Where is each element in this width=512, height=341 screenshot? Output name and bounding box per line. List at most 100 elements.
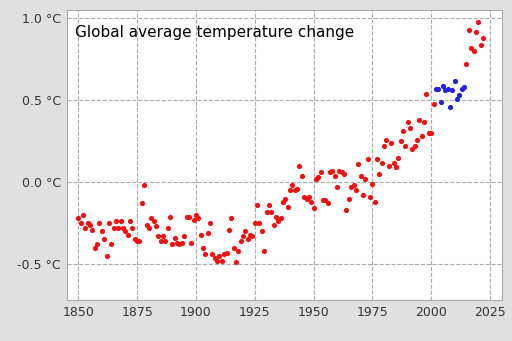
- Point: [316, 169, 325, 175]
- Point: [117, 219, 125, 224]
- Point: [399, 129, 407, 134]
- Point: [422, 91, 431, 97]
- Point: [232, 260, 240, 265]
- Point: [467, 45, 475, 50]
- Point: [222, 250, 230, 255]
- Point: [396, 138, 404, 144]
- Point: [112, 219, 120, 224]
- Point: [385, 163, 393, 168]
- Point: [79, 212, 87, 218]
- Point: [361, 176, 370, 182]
- Point: [458, 86, 466, 92]
- Point: [192, 212, 200, 218]
- Point: [359, 193, 367, 198]
- Point: [194, 216, 202, 221]
- Point: [182, 214, 190, 219]
- Point: [392, 165, 400, 170]
- Point: [86, 222, 94, 227]
- Point: [129, 225, 137, 231]
- Point: [331, 173, 339, 178]
- Point: [300, 194, 308, 199]
- Point: [418, 134, 426, 139]
- Point: [371, 199, 379, 205]
- Point: [170, 235, 179, 241]
- Point: [229, 245, 238, 250]
- Point: [297, 173, 306, 178]
- Point: [479, 35, 487, 41]
- Point: [291, 188, 299, 193]
- Point: [110, 225, 118, 231]
- Point: [347, 184, 355, 190]
- Point: [382, 137, 391, 142]
- Point: [401, 144, 410, 149]
- Text: Global average temperature change: Global average temperature change: [75, 25, 354, 40]
- Point: [446, 104, 454, 109]
- Point: [340, 171, 348, 177]
- Point: [189, 217, 198, 223]
- Point: [201, 252, 209, 257]
- Point: [154, 234, 162, 239]
- Point: [93, 242, 101, 247]
- Point: [180, 234, 188, 239]
- Point: [161, 238, 169, 244]
- Point: [455, 93, 463, 98]
- Point: [147, 216, 155, 221]
- Point: [168, 242, 177, 247]
- Point: [472, 29, 480, 34]
- Point: [140, 183, 148, 188]
- Point: [406, 125, 414, 131]
- Point: [152, 224, 160, 229]
- Point: [241, 228, 249, 234]
- Point: [166, 214, 174, 219]
- Point: [142, 222, 151, 227]
- Point: [239, 234, 247, 239]
- Point: [449, 88, 457, 93]
- Point: [394, 155, 402, 160]
- Point: [255, 220, 264, 226]
- Point: [208, 252, 217, 257]
- Point: [157, 238, 165, 244]
- Point: [288, 183, 296, 188]
- Point: [216, 253, 224, 258]
- Point: [474, 19, 482, 25]
- Point: [213, 258, 221, 264]
- Point: [321, 197, 329, 203]
- Point: [380, 144, 388, 149]
- Point: [107, 242, 115, 247]
- Point: [443, 86, 452, 92]
- Point: [225, 227, 233, 233]
- Point: [204, 230, 212, 236]
- Point: [439, 83, 447, 88]
- Point: [453, 96, 461, 101]
- Point: [343, 207, 351, 213]
- Point: [284, 204, 292, 209]
- Point: [260, 248, 268, 254]
- Point: [451, 78, 459, 83]
- Point: [83, 220, 92, 226]
- Point: [441, 88, 450, 93]
- Point: [427, 130, 435, 136]
- Point: [425, 130, 433, 136]
- Point: [274, 219, 283, 224]
- Point: [164, 225, 172, 231]
- Point: [366, 194, 374, 199]
- Point: [138, 201, 146, 206]
- Point: [303, 196, 311, 201]
- Point: [368, 181, 376, 187]
- Point: [411, 144, 419, 149]
- Point: [218, 258, 226, 264]
- Point: [100, 237, 109, 242]
- Point: [312, 176, 320, 182]
- Point: [415, 117, 423, 123]
- Point: [403, 119, 412, 124]
- Point: [244, 237, 252, 242]
- Point: [307, 199, 315, 205]
- Point: [98, 228, 106, 234]
- Point: [210, 255, 219, 260]
- Point: [227, 216, 236, 221]
- Point: [131, 237, 139, 242]
- Point: [465, 27, 473, 33]
- Point: [356, 173, 365, 178]
- Point: [105, 220, 113, 226]
- Point: [263, 209, 271, 214]
